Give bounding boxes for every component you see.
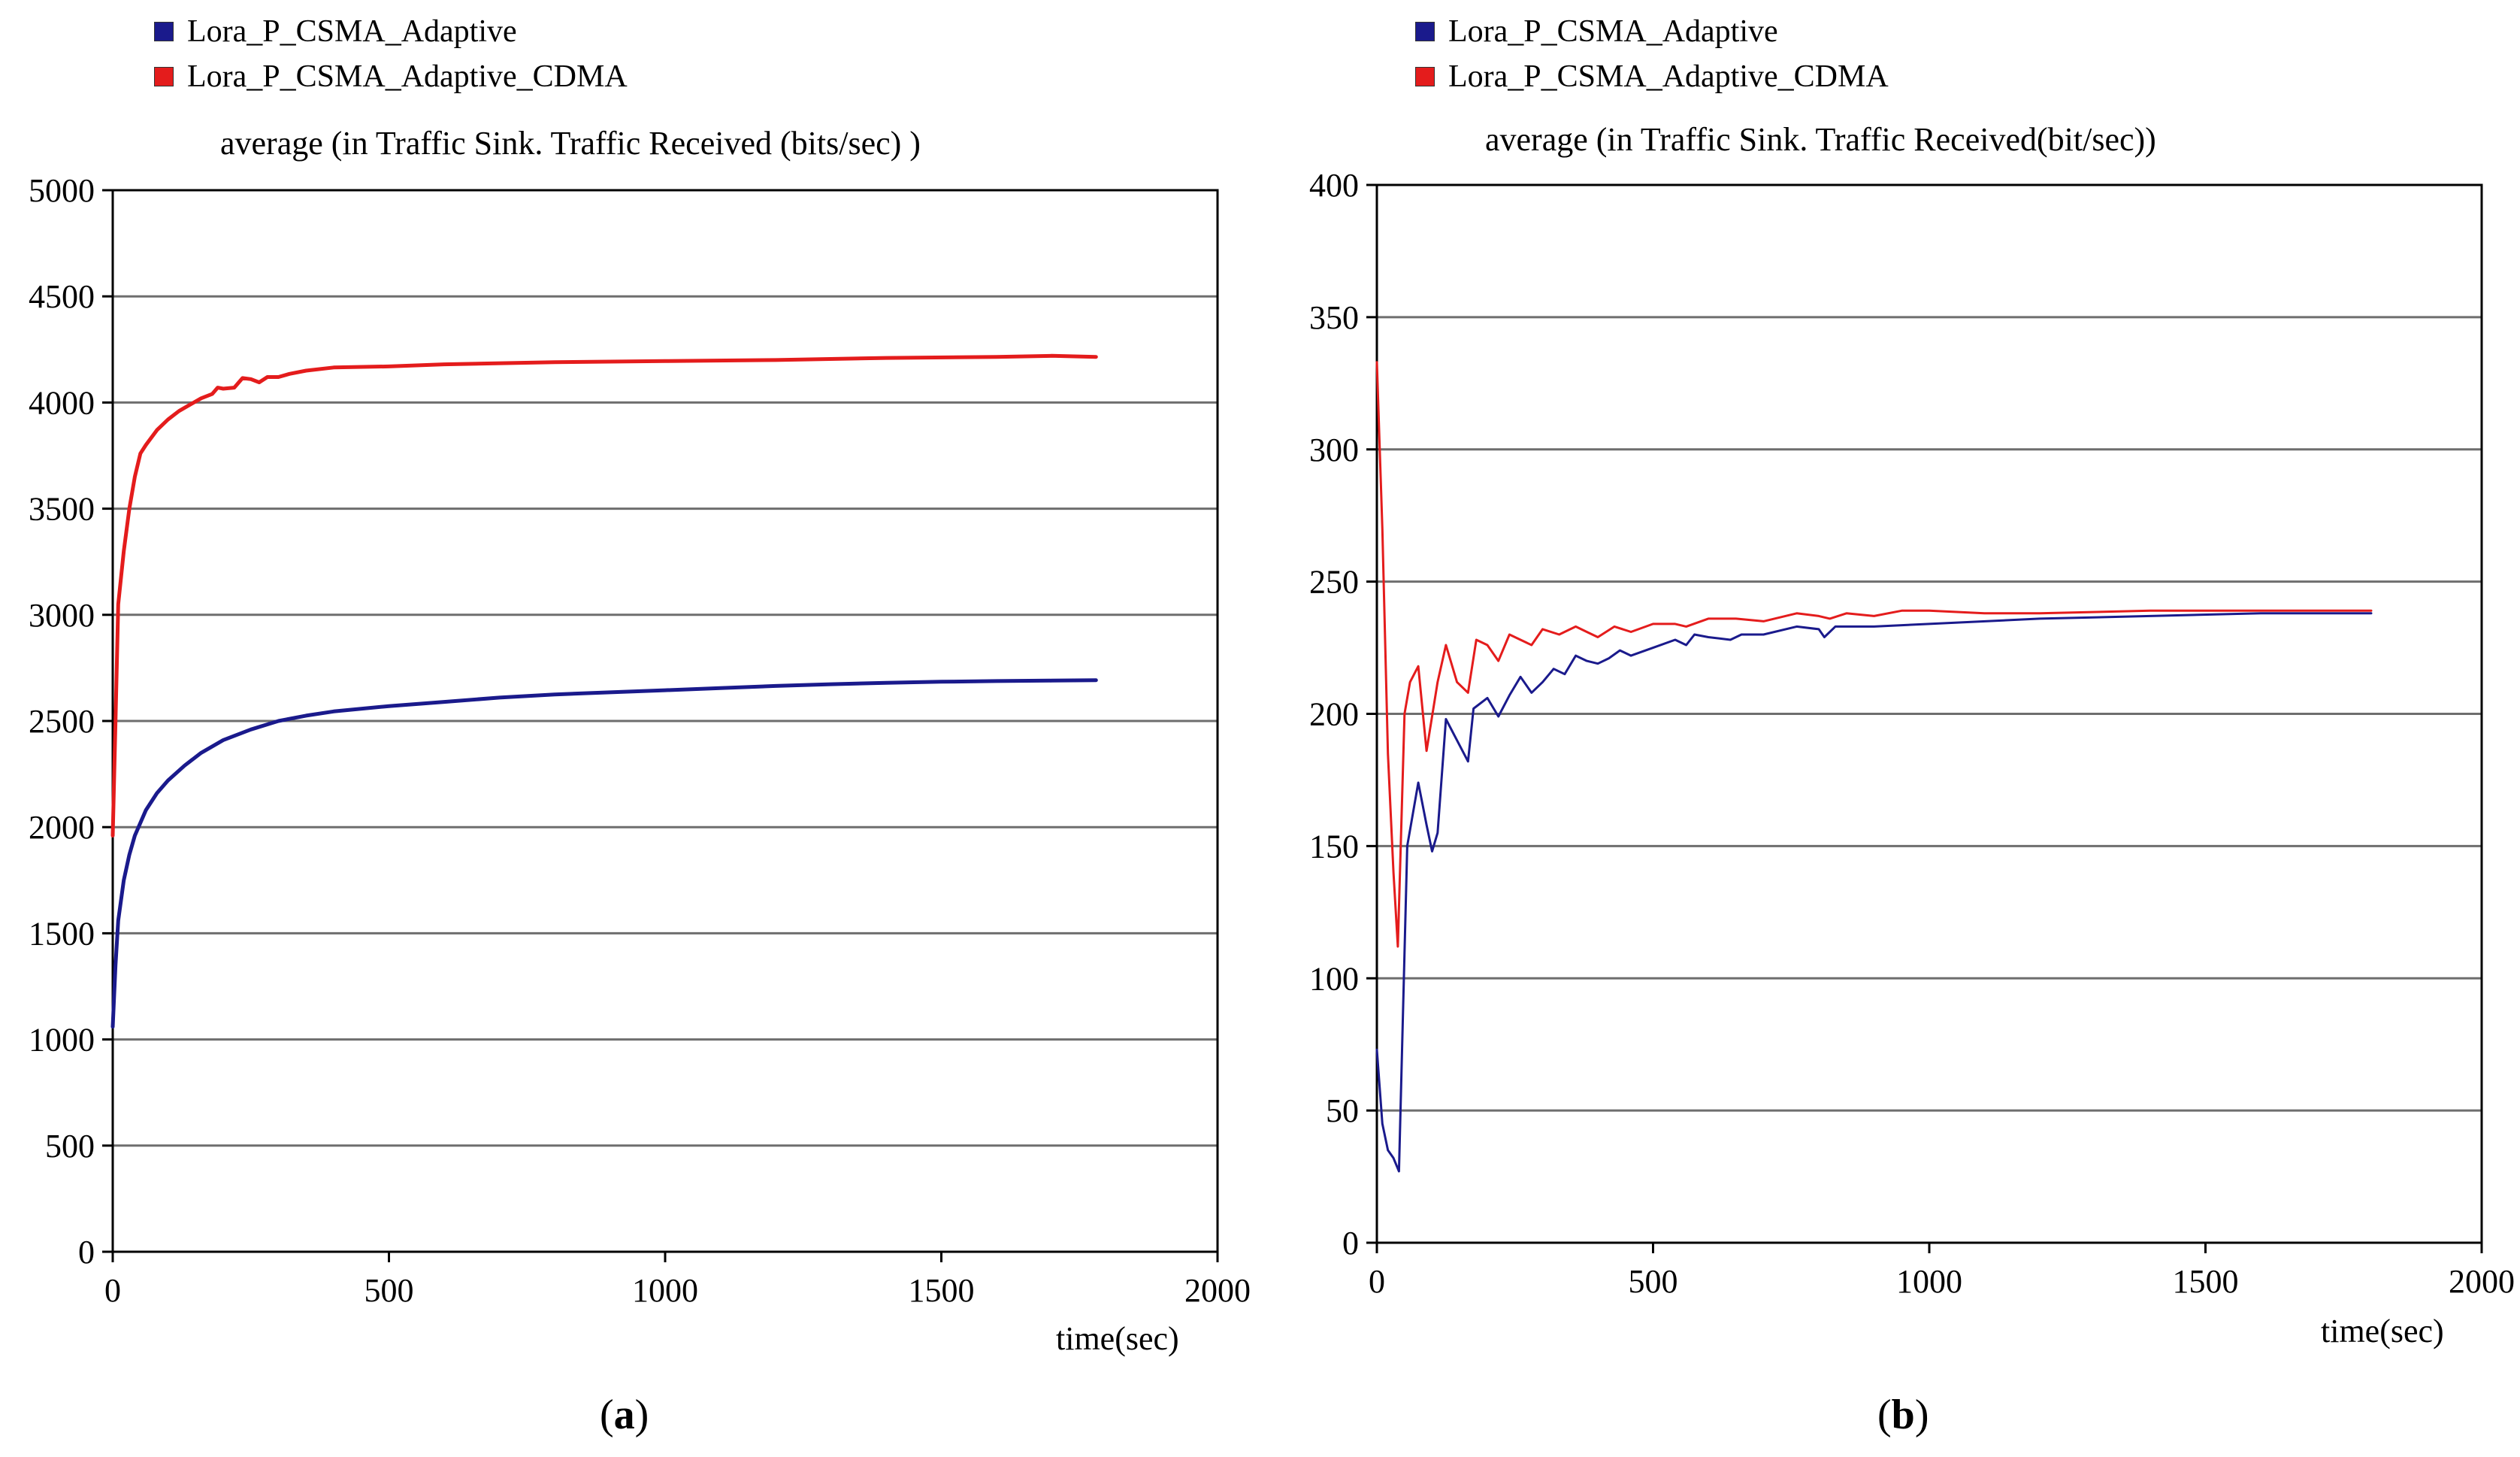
y-tick-label-a-6: 3000 (29, 597, 95, 634)
legend-item-red-a: Lora_P_CSMA_Adaptive_CDMA (154, 54, 628, 99)
y-tick-label-b-0: 0 (1342, 1225, 1359, 1262)
legend-item-blue-a: Lora_P_CSMA_Adaptive (154, 9, 628, 54)
y-tick-label-b-6: 300 (1309, 432, 1359, 468)
plot-frame-a (111, 189, 1219, 1253)
series-line-a-csma-adaptive-cdma (110, 353, 1098, 838)
y-tick-label-b-5: 250 (1309, 564, 1359, 601)
legend-swatch-red (1415, 67, 1435, 86)
y-tick-label-a-9: 4500 (29, 278, 95, 315)
y-tick-label-b-7: 350 (1309, 299, 1359, 336)
x-tick-label-b-1: 500 (1629, 1263, 1678, 1300)
x-axis-label-b: time(sec) (2321, 1313, 2444, 1349)
y-tick-label-a-8: 4000 (29, 384, 95, 421)
x-tick-label-a-4: 2000 (1184, 1272, 1251, 1309)
y-tick-label-b-3: 150 (1309, 828, 1359, 865)
legend-b: Lora_P_CSMA_Adaptive Lora_P_CSMA_Adaptiv… (1415, 9, 1889, 99)
y-tick-label-a-2: 1000 (29, 1022, 95, 1059)
chart-panel-b: Lora_P_CSMA_Adaptive Lora_P_CSMA_Adaptiv… (1260, 0, 2519, 1457)
series-line-b-csma-adaptive (1375, 612, 2373, 1173)
legend-a: Lora_P_CSMA_Adaptive Lora_P_CSMA_Adaptiv… (154, 9, 628, 99)
plot-frame-b (1375, 183, 2483, 1244)
x-tick-label-a-0: 0 (104, 1272, 121, 1309)
x-tick-label-a-3: 1500 (909, 1272, 975, 1309)
legend-label: Lora_P_CSMA_Adaptive_CDMA (1448, 59, 1889, 94)
legend-label: Lora_P_CSMA_Adaptive (1448, 14, 1778, 49)
x-tick-label-a-1: 500 (365, 1272, 414, 1309)
y-tick-label-a-10: 5000 (29, 172, 95, 209)
legend-label: Lora_P_CSMA_Adaptive_CDMA (187, 59, 628, 94)
x-tick-label-b-0: 0 (1369, 1263, 1385, 1300)
x-tick-label-b-2: 1000 (1896, 1263, 1962, 1300)
x-axis-label-a: time(sec) (1056, 1320, 1179, 1357)
chart-panel-a: Lora_P_CSMA_Adaptive Lora_P_CSMA_Adaptiv… (29, 9, 1251, 1438)
y-tick-label-b-4: 200 (1309, 696, 1359, 733)
chart-title-b: average (in Traffic Sink. Traffic Receiv… (1485, 121, 2156, 158)
y-tick-label-b-1: 50 (1326, 1092, 1359, 1129)
panel-label-b: (b) (1877, 1392, 1929, 1438)
series-line-b-csma-adaptive-cdma (1375, 361, 2373, 948)
chart-title-a: average (in Traffic Sink. Traffic Receiv… (220, 125, 921, 162)
legend-swatch-red (154, 67, 174, 86)
y-tick-label-b-2: 100 (1309, 960, 1359, 997)
chart-a: 0500100015002000250030003500400045005000… (29, 172, 1251, 1357)
legend-swatch-blue (1415, 22, 1435, 41)
y-tick-label-b-8: 400 (1309, 167, 1359, 204)
legend-label: Lora_P_CSMA_Adaptive (187, 14, 517, 49)
y-tick-label-a-5: 2500 (29, 703, 95, 740)
x-tick-label-b-3: 1500 (2173, 1263, 2239, 1300)
y-tick-label-a-7: 3500 (29, 491, 95, 528)
x-tick-label-b-4: 2000 (2449, 1263, 2515, 1300)
y-tick-label-a-3: 1500 (29, 915, 95, 952)
y-tick-label-a-0: 0 (78, 1234, 95, 1271)
series-line-a-csma-adaptive (110, 678, 1098, 1029)
x-tick-label-a-2: 1000 (632, 1272, 698, 1309)
legend-swatch-blue (154, 22, 174, 41)
y-tick-label-a-1: 500 (45, 1128, 95, 1165)
chart-b: 0 50 100 150 200 250 300 350 400 0 500 1000 1500 2000… (1309, 167, 2515, 1349)
panel-label-a: (a) (600, 1392, 649, 1438)
y-tick-label-a-4: 2000 (29, 809, 95, 846)
legend-item-red-b: Lora_P_CSMA_Adaptive_CDMA (1415, 54, 1889, 99)
legend-item-blue-b: Lora_P_CSMA_Adaptive (1415, 9, 1889, 54)
